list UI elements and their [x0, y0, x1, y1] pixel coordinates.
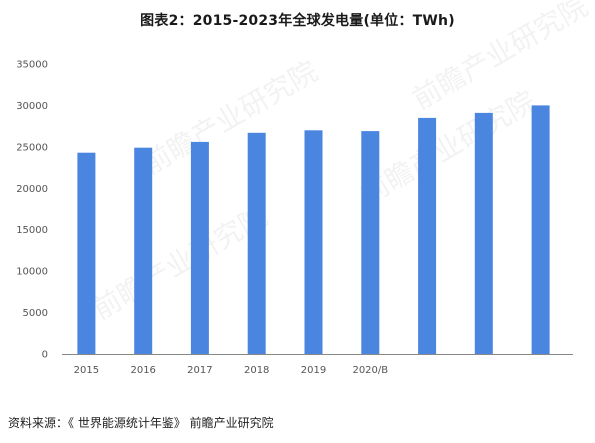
- bar: [361, 131, 380, 354]
- y-tick-label: 35000: [16, 60, 48, 71]
- x-tick-label: 2019: [301, 365, 326, 376]
- x-tick-label: 2016: [130, 365, 155, 376]
- bar: [247, 132, 266, 354]
- x-tick-label: 2018: [244, 365, 269, 376]
- y-axis: 0 5000 10000 15000 20000 25000 30000 35000: [16, 60, 48, 361]
- y-tick-label: 10000: [16, 267, 48, 278]
- watermark-text: 前瞻产业研究院: [87, 199, 273, 326]
- bar: [77, 152, 96, 354]
- x-axis: 2015 2016 2017 2018 2019 2020/B: [74, 365, 389, 376]
- y-tick-label: 30000: [16, 101, 48, 112]
- y-tick-label: 5000: [23, 308, 48, 319]
- x-tick-label: 2015: [74, 365, 99, 376]
- y-tick-label: 0: [42, 350, 48, 361]
- watermark-text: 前瞻产业研究院: [355, 84, 541, 211]
- bar: [474, 112, 493, 355]
- bar-series: [77, 105, 550, 355]
- bar: [304, 130, 323, 354]
- bar: [418, 117, 437, 355]
- watermark-text: 前瞻产业研究院: [137, 54, 323, 181]
- x-tick-label: 2017: [187, 365, 212, 376]
- chart-title: 图表2：2015-2023年全球发电量(单位：TWh): [140, 13, 455, 29]
- y-tick-label: 20000: [16, 184, 48, 195]
- y-tick-label: 15000: [16, 225, 48, 236]
- x-tick-label: 2020/B: [352, 365, 388, 376]
- bar: [134, 147, 153, 354]
- bar: [531, 105, 550, 355]
- y-tick-label: 25000: [16, 142, 48, 153]
- source-note: 资料来源：《 世界能源统计年鉴》 前瞻产业研究院: [8, 416, 274, 430]
- bar: [190, 141, 209, 354]
